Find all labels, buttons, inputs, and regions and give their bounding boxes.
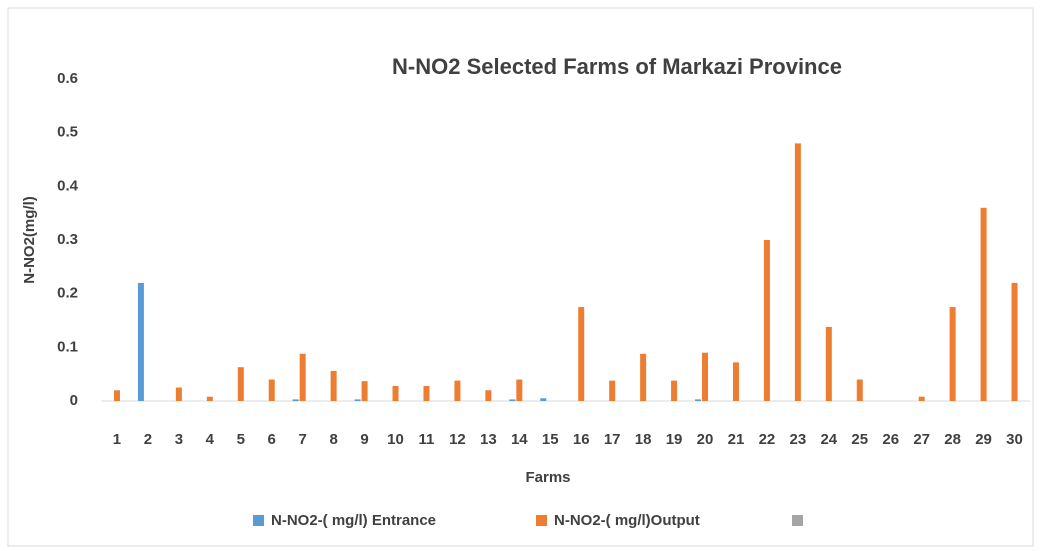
x-tick-label: 6 [268,431,276,448]
bar [794,143,801,401]
y-tick-label: 0.3 [57,231,78,248]
x-tick-label: 20 [697,431,714,448]
x-tick-label: 3 [175,431,183,448]
x-tick-label: 14 [511,431,528,448]
bar [299,353,306,401]
bar [856,379,863,401]
bar [354,399,361,401]
chart-title: N-NO2 Selected Farms of Markazi Province [392,54,842,79]
bar [825,326,832,401]
chart-border [7,7,1034,547]
bar [423,385,430,401]
x-axis-label: Farms [525,469,570,486]
bar [540,398,547,401]
x-tick-label: 26 [882,431,899,448]
x-tick-label: 13 [480,431,497,448]
x-tick-label: 1 [113,431,121,448]
y-tick-label: 0.1 [57,338,78,355]
x-tick-label: 23 [790,431,807,448]
bar [330,370,337,401]
bar [206,396,213,401]
legend-label: N-NO2-( mg/l) Entrance [271,512,436,529]
x-tick-label: 7 [299,431,307,448]
x-tick-label: 17 [604,431,621,448]
x-tick-label: 10 [387,431,404,448]
bar [949,307,956,401]
x-tick-label: 15 [542,431,559,448]
bar [732,362,739,401]
bar [237,367,244,401]
y-tick-label: 0.4 [57,177,79,194]
x-tick-label: 30 [1006,431,1023,448]
bar [1011,282,1018,401]
bar [509,399,516,401]
bar [516,379,523,401]
legend-swatch [536,515,547,526]
x-tick-label: 25 [851,431,868,448]
bar [671,380,678,401]
x-tick-label: 28 [944,431,961,448]
bar [454,380,461,401]
x-tick-label: 27 [913,431,930,448]
bar [578,307,585,401]
bar [268,379,275,401]
bar [980,207,987,401]
x-tick-label: 22 [759,431,776,448]
x-tick-label: 21 [728,431,745,448]
bar [485,390,492,401]
y-tick-label: 0 [70,392,78,409]
x-tick-label: 2 [144,431,152,448]
x-tick-label: 18 [635,431,652,448]
bar [113,390,120,401]
y-axis-label: N-NO2(mg/l) [21,196,38,284]
legend-swatch [253,515,264,526]
legend-label: N-NO2-( mg/l)Output [554,512,700,529]
bar [702,352,709,401]
y-tick-label: 0.2 [57,285,78,302]
bar [918,396,925,401]
legend-swatch [792,515,803,526]
y-tick-label: 0.5 [57,124,78,141]
bar [763,240,770,401]
x-tick-label: 29 [975,431,992,448]
bar [137,282,144,401]
bar [609,380,616,401]
x-tick-label: 12 [449,431,466,448]
x-tick-label: 9 [360,431,368,448]
bar [640,353,647,401]
x-tick-label: 16 [573,431,590,448]
x-tick-label: 5 [237,431,245,448]
x-tick-label: 4 [206,431,215,448]
x-tick-label: 24 [820,431,837,448]
bar [695,399,702,401]
x-tick-label: 11 [419,431,435,448]
bar [175,387,182,401]
x-tick-label: 8 [329,431,337,448]
x-tick-label: 19 [666,431,683,448]
y-tick-label: 0.6 [57,70,78,87]
bar [392,385,399,401]
bar [292,399,299,401]
bar [361,381,368,401]
